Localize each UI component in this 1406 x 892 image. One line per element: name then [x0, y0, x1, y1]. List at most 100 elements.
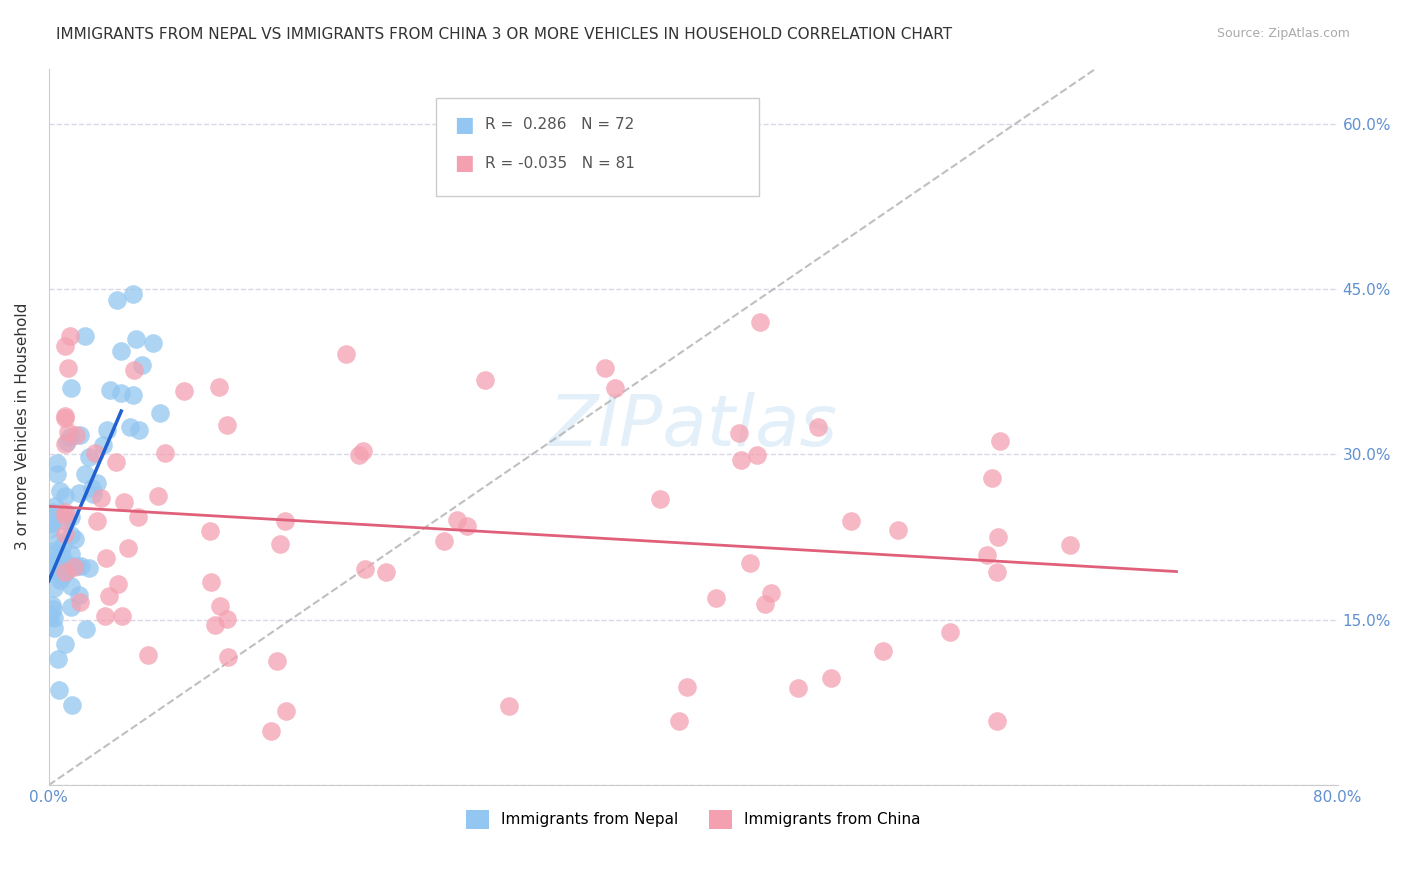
Point: [41, 598, 63, 612]
Point: [55, 565, 77, 579]
Point: [215, 418, 238, 433]
Point: [173, 384, 195, 398]
Point: [42, 548, 65, 562]
Point: [122, 363, 145, 377]
Point: [60, 381, 83, 395]
Point: [52, 538, 75, 552]
Point: [46, 467, 69, 481]
Point: [75, 329, 97, 343]
Point: [58, 361, 80, 376]
Point: [605, 381, 627, 395]
Point: [86, 514, 108, 528]
Point: [354, 562, 377, 576]
Point: [39, 556, 62, 570]
Point: [42, 621, 65, 635]
Point: [53, 505, 76, 519]
Point: [86, 475, 108, 490]
Point: [56, 557, 79, 571]
Text: Source: ZipAtlas.com: Source: ZipAtlas.com: [1216, 27, 1350, 40]
Point: [976, 549, 998, 563]
Point: [787, 681, 810, 695]
Point: [374, 565, 396, 579]
Point: [274, 704, 297, 718]
Point: [49, 573, 72, 587]
Point: [200, 575, 222, 590]
Point: [65, 559, 87, 574]
Point: [347, 448, 370, 462]
Point: [939, 625, 962, 640]
Point: [648, 492, 671, 507]
Point: [39, 607, 62, 622]
Point: [42, 505, 65, 519]
Point: [217, 650, 239, 665]
Point: [53, 526, 76, 541]
Point: [42, 564, 65, 578]
Point: [820, 671, 842, 685]
Point: [69, 428, 91, 442]
Point: [839, 514, 862, 528]
Point: [91, 438, 114, 452]
Point: [41, 516, 63, 531]
Point: [200, 524, 222, 539]
Point: [872, 644, 894, 658]
Point: [53, 409, 76, 423]
Point: [53, 339, 76, 353]
Point: [335, 347, 357, 361]
Point: [738, 556, 761, 570]
Point: [46, 534, 69, 549]
Point: [886, 523, 908, 537]
Point: [59, 547, 82, 561]
Point: [55, 514, 77, 528]
Point: [204, 617, 226, 632]
Point: [44, 582, 66, 596]
Point: [1059, 538, 1081, 552]
Point: [52, 567, 75, 582]
Point: [62, 559, 84, 574]
Point: [65, 428, 87, 442]
Point: [138, 648, 160, 662]
Point: [59, 528, 82, 542]
Point: [747, 448, 769, 462]
Point: [60, 698, 83, 713]
Point: [84, 445, 107, 459]
Point: [104, 455, 127, 469]
Point: [986, 714, 1008, 729]
Point: [208, 380, 231, 394]
Point: [69, 595, 91, 609]
Point: [90, 491, 112, 505]
Point: [60, 579, 83, 593]
Point: [260, 723, 283, 738]
Point: [39, 610, 62, 624]
Point: [44, 500, 66, 514]
Point: [96, 424, 118, 438]
Point: [110, 343, 132, 358]
Y-axis label: 3 or more Vehicles in Household: 3 or more Vehicles in Household: [15, 303, 30, 550]
Point: [46, 554, 69, 568]
Point: [46, 651, 69, 665]
Point: [153, 446, 176, 460]
Point: [433, 533, 456, 548]
Point: [748, 315, 770, 329]
Point: [42, 602, 65, 616]
Point: [51, 549, 73, 564]
Point: [75, 622, 97, 636]
Point: [456, 519, 478, 533]
Point: [98, 384, 121, 398]
Point: [53, 437, 76, 451]
Point: [67, 588, 90, 602]
Point: [120, 419, 142, 434]
Point: [82, 487, 104, 501]
Point: [274, 514, 297, 528]
Point: [46, 552, 69, 566]
Point: [980, 471, 1002, 485]
Point: [704, 591, 727, 606]
Point: [217, 612, 239, 626]
Point: [45, 562, 67, 576]
Point: [987, 530, 1010, 544]
Point: [352, 444, 374, 458]
Point: [127, 510, 149, 524]
Point: [77, 450, 100, 464]
Point: [48, 682, 70, 697]
Point: [39, 522, 62, 536]
Point: [42, 544, 65, 558]
